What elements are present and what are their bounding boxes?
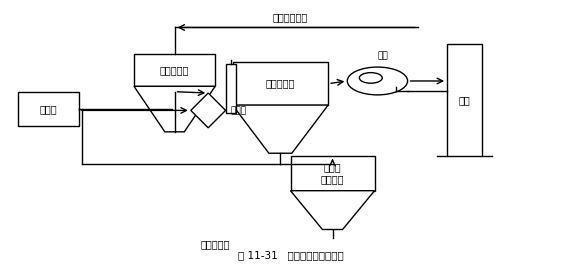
Circle shape bbox=[360, 73, 382, 83]
Bar bbox=[290, 156, 375, 191]
Text: 吸附后
氧化铝仓: 吸附后 氧化铝仓 bbox=[321, 162, 345, 184]
Bar bbox=[18, 92, 79, 126]
Text: 来自氧化铝厂: 来自氧化铝厂 bbox=[273, 12, 308, 22]
Bar bbox=[447, 44, 482, 156]
Bar bbox=[225, 63, 236, 113]
Text: 图 11-31   铝电解烟气净化流程: 图 11-31 铝电解烟气净化流程 bbox=[238, 250, 343, 260]
Polygon shape bbox=[232, 105, 328, 153]
Text: 烟囱: 烟囱 bbox=[458, 95, 470, 105]
Bar bbox=[134, 54, 215, 86]
Polygon shape bbox=[191, 93, 225, 128]
Circle shape bbox=[347, 67, 408, 95]
Bar bbox=[232, 62, 328, 105]
Text: 风机: 风机 bbox=[378, 51, 389, 60]
Text: 布袋除尘器: 布袋除尘器 bbox=[266, 79, 295, 89]
Polygon shape bbox=[290, 191, 375, 229]
Text: 反应器: 反应器 bbox=[230, 106, 246, 115]
Polygon shape bbox=[134, 86, 215, 132]
Text: 新氧化铝仓: 新氧化铝仓 bbox=[160, 65, 189, 75]
Text: 至电解车间: 至电解车间 bbox=[200, 239, 230, 249]
Text: 电解槽: 电解槽 bbox=[40, 104, 58, 114]
